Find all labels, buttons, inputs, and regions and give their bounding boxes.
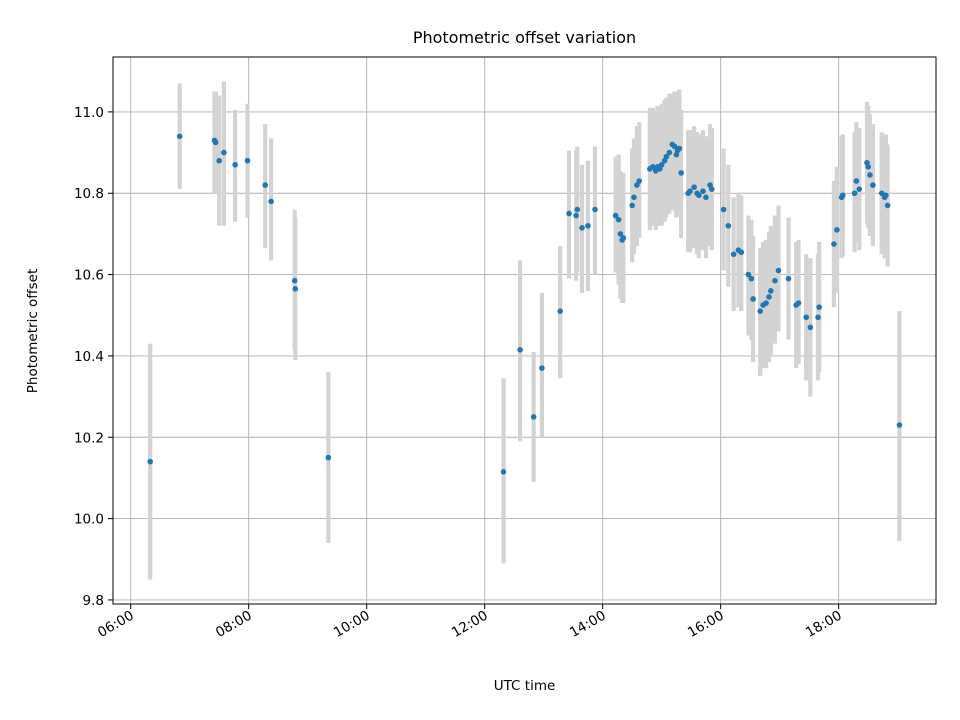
data-point [500, 469, 507, 475]
plot-frame [112, 56, 937, 605]
data-point [816, 304, 822, 310]
data-point [663, 153, 670, 160]
data-point [839, 192, 846, 199]
data-point [768, 288, 774, 294]
data-point [579, 225, 585, 231]
y-tick-label: 10.6 [74, 268, 104, 284]
data-point [700, 188, 706, 195]
data-point [574, 206, 581, 213]
data-point [671, 143, 678, 150]
data-point [785, 275, 792, 282]
data-point [730, 251, 737, 258]
data-point [867, 172, 873, 178]
data-point [539, 365, 545, 371]
data-point [617, 231, 624, 237]
data-point [795, 300, 802, 306]
data-point [585, 222, 591, 229]
data-point [676, 145, 683, 152]
data-point [636, 178, 643, 184]
data-point [709, 186, 715, 192]
data-point [291, 277, 298, 284]
data-point [666, 149, 673, 156]
data-point [325, 454, 332, 461]
data-point [650, 164, 656, 170]
data-point [262, 182, 269, 188]
data-point [738, 249, 745, 256]
data-point [244, 157, 251, 164]
data-point [176, 133, 183, 140]
data-point [883, 192, 889, 199]
data-point [620, 235, 627, 241]
data-point [212, 139, 219, 146]
data-point [530, 414, 537, 420]
data-point [775, 267, 782, 274]
data-point [807, 324, 814, 331]
y-tick-label: 10.2 [74, 430, 104, 446]
data-point [766, 294, 772, 300]
data-point [557, 308, 563, 314]
data-point [757, 308, 763, 314]
data-point [884, 202, 891, 209]
data-point [573, 212, 579, 219]
data-point [703, 194, 709, 201]
data-point [687, 188, 693, 195]
data-point [896, 422, 903, 428]
data-point [696, 192, 702, 199]
data-point [853, 178, 860, 184]
data-point [865, 164, 871, 170]
data-point [748, 275, 755, 282]
x-axis-label: UTC time [494, 678, 556, 694]
data-point [629, 202, 635, 209]
data-point [750, 296, 756, 302]
data-point [725, 222, 732, 229]
data-point [216, 157, 222, 164]
y-axis: 9.8 10.0 10.2 10.4 10.6 10.8 11.0 [74, 105, 113, 609]
data-point [720, 206, 727, 213]
data-point [803, 314, 810, 321]
data-point [268, 198, 274, 205]
y-tick-label: 9.8 [83, 593, 104, 609]
data-point [658, 161, 665, 168]
y-tick-label: 10.4 [74, 349, 104, 365]
data-point [691, 184, 697, 190]
data-point [834, 227, 840, 233]
data-point [592, 206, 598, 213]
data-point [745, 271, 752, 278]
data-point [851, 190, 858, 197]
data-point [566, 210, 572, 217]
data-point [856, 186, 863, 192]
y-tick-label: 10.0 [74, 512, 104, 528]
data-point [870, 182, 876, 188]
data-point [232, 161, 238, 168]
data-point [147, 458, 153, 465]
data-point [763, 300, 769, 306]
data-point [517, 347, 523, 353]
data-point [221, 149, 227, 156]
y-tick-label: 10.8 [74, 186, 104, 202]
data-point [815, 314, 821, 321]
data-point [678, 170, 684, 176]
data-point [631, 194, 637, 201]
data-point [634, 182, 640, 188]
data-point [615, 216, 622, 223]
data-points [147, 133, 903, 475]
data-point [772, 277, 778, 284]
data-point [878, 190, 885, 197]
chart-title: Photometric offset variation [413, 28, 636, 47]
data-point [612, 212, 619, 219]
data-point [831, 241, 837, 247]
y-axis-label: Photometric offset [25, 269, 41, 393]
y-tick-label: 11.0 [74, 105, 104, 121]
data-point [292, 286, 299, 292]
